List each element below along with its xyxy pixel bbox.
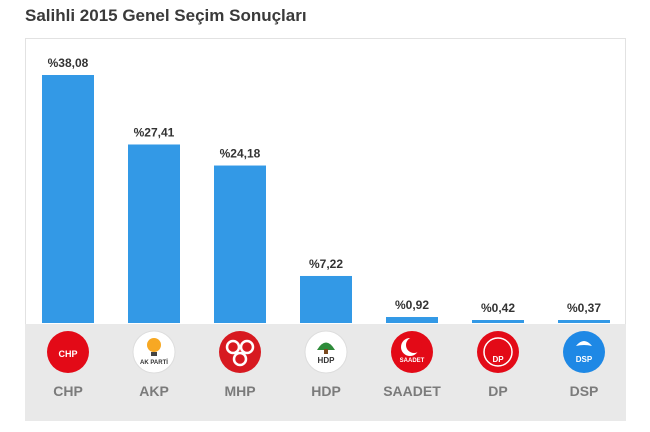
logo-dsp — [563, 331, 605, 373]
bar-dp — [472, 320, 524, 323]
bar-chp — [42, 75, 94, 323]
value-label-chp: %38,08 — [48, 56, 89, 70]
category-label-saadet: SAADET — [383, 383, 441, 399]
logo-hdp-trunk — [324, 349, 328, 354]
bar-hdp — [300, 275, 352, 323]
logo-dsp-dove — [576, 341, 592, 346]
logo-mhp-crescent-3 — [232, 351, 248, 367]
bar-dsp — [558, 320, 610, 323]
category-label-dp: DP — [488, 383, 507, 399]
logo-text-akp: AK PARTİ — [140, 359, 168, 366]
category-label-hdp: HDP — [311, 383, 341, 399]
bar-mhp — [214, 165, 266, 323]
logo-chp — [47, 331, 89, 373]
logo-text-dsp: DSP — [576, 355, 593, 364]
value-label-dp: %0,42 — [481, 301, 515, 315]
logo-hdp-tree — [317, 342, 335, 350]
logo-text-chp: CHP — [58, 349, 77, 359]
logo-text-saadet: SAADET — [400, 358, 425, 364]
logo-akp-bulb — [147, 338, 161, 352]
logo-text-dp: DP — [492, 355, 504, 364]
category-label-akp: AKP — [139, 383, 169, 399]
chart-title: Salihli 2015 Genel Seçim Sonuçları — [25, 6, 307, 25]
value-label-saadet: %0,92 — [395, 298, 429, 312]
logo-saadet-crescent-cut — [406, 337, 422, 353]
value-label-hdp: %7,22 — [309, 257, 343, 271]
category-label-chp: CHP — [53, 383, 83, 399]
value-label-dsp: %0,37 — [567, 301, 601, 315]
logo-dp — [477, 331, 519, 373]
category-label-mhp: MHP — [224, 383, 255, 399]
logo-dp-ring — [483, 337, 513, 367]
category-label-dsp: DSP — [570, 383, 599, 399]
logo-text-hdp: HDP — [318, 356, 336, 365]
bar-akp — [128, 144, 180, 323]
logo-mhp-crescent-1 — [225, 339, 241, 355]
value-label-akp: %27,41 — [134, 125, 175, 139]
logo-mhp-crescent-2 — [239, 339, 255, 355]
bar-saadet — [386, 317, 438, 323]
logo-akp-base — [151, 352, 157, 356]
value-label-mhp: %24,18 — [220, 147, 261, 161]
